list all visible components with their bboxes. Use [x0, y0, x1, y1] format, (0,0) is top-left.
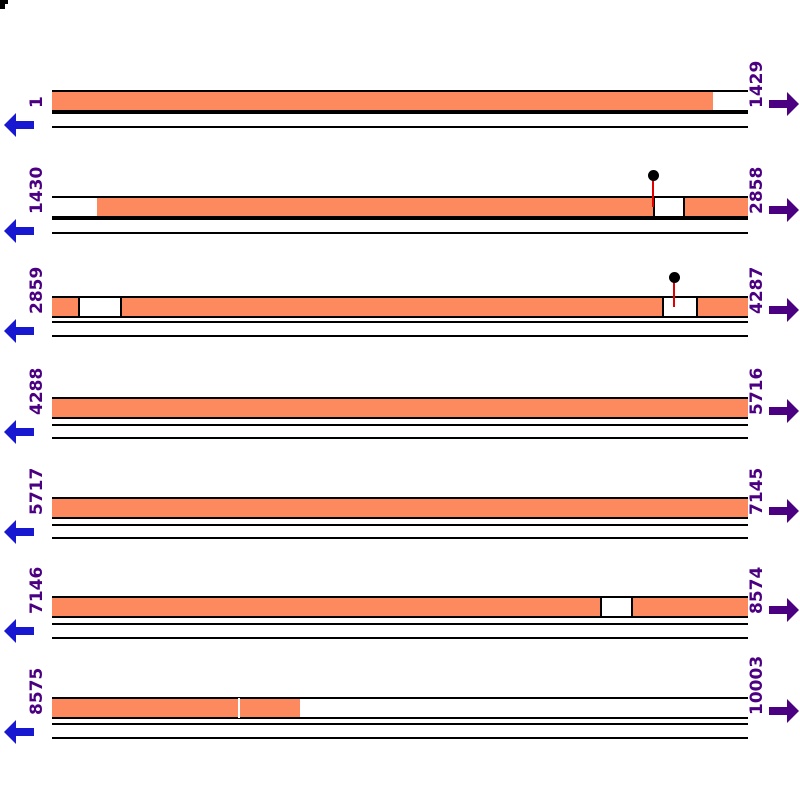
arrow-left-icon[interactable]	[3, 719, 35, 745]
reading-frame-line	[52, 196, 748, 218]
arrow-right-icon[interactable]	[768, 197, 800, 223]
arrow-right-icon[interactable]	[768, 698, 800, 724]
frame-rule-line	[52, 637, 748, 639]
frame-rule-line	[52, 524, 748, 526]
arrow-right-icon[interactable]	[768, 91, 800, 117]
frame-rule-line	[52, 321, 748, 323]
lollipop-marker-icon[interactable]	[669, 272, 680, 283]
feature-gap-box[interactable]	[78, 296, 122, 318]
track-end-position-label: 8574	[747, 566, 767, 614]
track-start-position-label: 8575	[27, 667, 47, 715]
feature-bar[interactable]	[52, 596, 748, 618]
arrow-right-icon[interactable]	[768, 398, 800, 424]
arrow-left-icon[interactable]	[3, 519, 35, 545]
feature-gap-box[interactable]	[662, 296, 698, 318]
arrow-right-icon[interactable]	[768, 498, 800, 524]
reading-frame-line	[52, 697, 748, 719]
frame-rule-line	[52, 126, 748, 128]
reading-frame-line	[52, 90, 748, 112]
feature-gap-box[interactable]	[653, 196, 685, 218]
frame-rule-line	[52, 437, 748, 439]
frame-rule-line	[52, 537, 748, 539]
frame-rule-line	[52, 218, 748, 220]
track-start-position-label: 4288	[27, 367, 47, 415]
frame-rule-line	[52, 737, 748, 739]
arrow-right-icon[interactable]	[768, 597, 800, 623]
arrow-left-icon[interactable]	[3, 318, 35, 344]
arrow-left-icon[interactable]	[3, 218, 35, 244]
reading-frame-line	[52, 296, 748, 318]
track-start-position-label: 2859	[27, 266, 47, 314]
track-end-position-label: 10003	[747, 655, 767, 715]
feature-bar[interactable]	[52, 397, 748, 419]
sequence-track	[0, 272, 800, 377]
frame-rule-line	[52, 112, 748, 114]
frame-rule-line	[52, 723, 748, 725]
frame-rule-line	[52, 623, 748, 625]
frame-rule-line	[52, 424, 748, 426]
feature-bar[interactable]	[52, 90, 713, 112]
lollipop-stem-icon	[652, 175, 654, 207]
sequence-track	[0, 375, 800, 480]
lollipop-marker-icon[interactable]	[648, 170, 659, 181]
sequence-track	[0, 578, 800, 683]
feature-tick	[238, 698, 240, 718]
arrow-left-icon[interactable]	[3, 618, 35, 644]
arrow-right-icon[interactable]	[768, 297, 800, 323]
reading-frame-line	[52, 596, 748, 618]
reading-frame-line	[52, 497, 748, 519]
lollipop-stem-icon	[673, 277, 675, 307]
track-end-position-label: 1429	[747, 60, 767, 108]
feature-bar[interactable]	[97, 196, 748, 218]
frame-rule-line	[52, 232, 748, 234]
arrow-left-icon[interactable]	[3, 112, 35, 138]
feature-bar[interactable]	[52, 497, 748, 519]
corner-mark-icon	[0, 0, 8, 9]
arrow-left-icon[interactable]	[3, 419, 35, 445]
feature-gap-box[interactable]	[600, 596, 633, 618]
frame-rule-line	[52, 335, 748, 337]
sequence-track	[0, 678, 800, 783]
track-start-position-label: 5717	[27, 467, 47, 515]
track-end-position-label: 5716	[747, 367, 767, 415]
track-start-position-label: 1430	[27, 166, 47, 214]
sequence-track	[0, 478, 800, 583]
track-start-position-label: 1	[27, 96, 47, 108]
reading-frame-line	[52, 397, 748, 419]
track-start-position-label: 7146	[27, 566, 47, 614]
feature-bar[interactable]	[52, 296, 748, 318]
track-end-position-label: 7145	[747, 467, 767, 515]
track-end-position-label: 4287	[747, 266, 767, 314]
track-end-position-label: 2858	[747, 166, 767, 214]
